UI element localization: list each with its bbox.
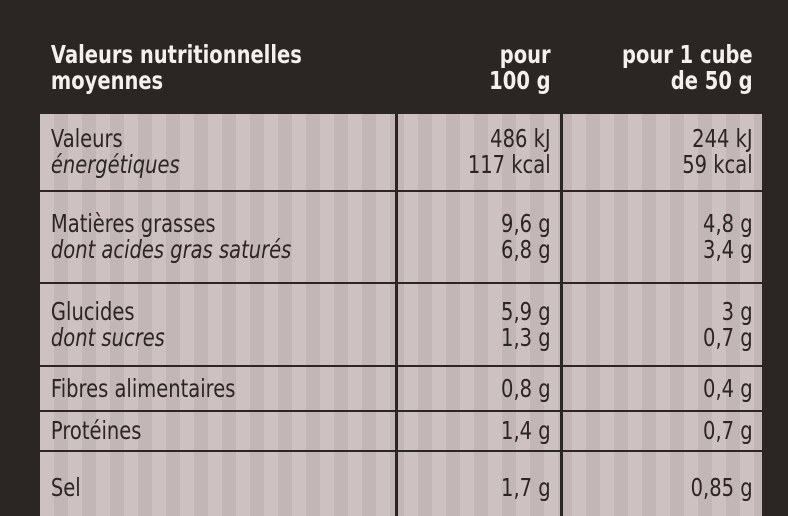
table-cell: 0,8 g [398,365,560,410]
table-cell: Glucides dont sucres [40,282,395,365]
table-cell: 1,7 g [398,450,560,516]
cell-text: 244 kJ [692,124,753,153]
table-cell: Valeurs énergétiques [40,112,395,190]
header-cell: Valeurs nutritionnelles moyennes [40,24,395,112]
cell-text: 3 g [721,296,753,326]
cell-text: 4,8 g [703,209,753,238]
table-cell: 0,85 g [563,450,762,516]
table-cell: 1,4 g [398,410,560,450]
table-cell: 4,8 g 3,4 g [563,190,762,282]
table-cell: 0,4 g [563,365,762,410]
cell-text: moyennes [50,66,164,95]
column-separator [395,24,398,516]
cell-text: 0,7 g [703,416,753,445]
cell-text: 0,7 g [703,322,753,352]
nutrition-table: 0,85 g 1,7 g Sel 0,7 g 1,4 g Protéines 0,4 g 0,… [40,24,762,516]
cell-text: 59 kcal [682,150,753,179]
table-cell: 486 kJ 117 kcal [398,112,560,190]
table-cell: 5,9 g 1,3 g [398,282,560,365]
header-cell: pour 1 cube de 50 g [563,24,762,112]
table-cell: Sel [40,450,395,516]
cell-text: Valeurs nutritionnelles [50,40,302,69]
cell-text: 1,3 g [501,322,551,352]
cell-text: Valeurs [50,124,123,153]
column-separator [560,24,563,516]
cell-text: 6,8 g [501,235,551,264]
cell-text: Glucides [50,296,135,326]
cell-text: 5,9 g [501,296,551,326]
table-cell: Fibres alimentaires [40,365,395,410]
table-cell: Protéines [40,410,395,450]
header-cell: pour 100 g [398,24,560,112]
cell-text: 0,8 g [501,373,551,403]
table-cell: 9,6 g 6,8 g [398,190,560,282]
cell-text: énergétiques [50,150,180,179]
cell-text: pour 1 cube [622,40,753,69]
table-cell: 3 g 0,7 g [563,282,762,365]
cell-text: 9,6 g [501,209,551,238]
cell-text: 486 kJ [490,124,551,153]
table-cell: 0,7 g [563,410,762,450]
cell-text: 0,85 g [690,473,753,502]
cell-text: 1,7 g [501,473,551,502]
cell-text: Sel [50,473,81,502]
cell-text: dont acides gras saturés [50,235,292,264]
cell-text: 3,4 g [703,235,753,264]
cell-text: 0,4 g [703,373,753,403]
table-cell: 244 kJ 59 kcal [563,112,762,190]
cell-text: Fibres alimentaires [50,373,236,403]
cell-text: dont sucres [50,322,165,352]
table-cell: Matières grasses dont acides gras saturés [40,190,395,282]
cell-text: 1,4 g [501,416,551,445]
cell-text: de 50 g [670,66,753,95]
cell-text: Matières grasses [50,209,216,238]
cell-text: 100 g [489,66,551,95]
cell-text: Protéines [50,416,142,445]
cell-text: pour [499,40,551,69]
cell-text: 117 kcal [467,150,551,179]
